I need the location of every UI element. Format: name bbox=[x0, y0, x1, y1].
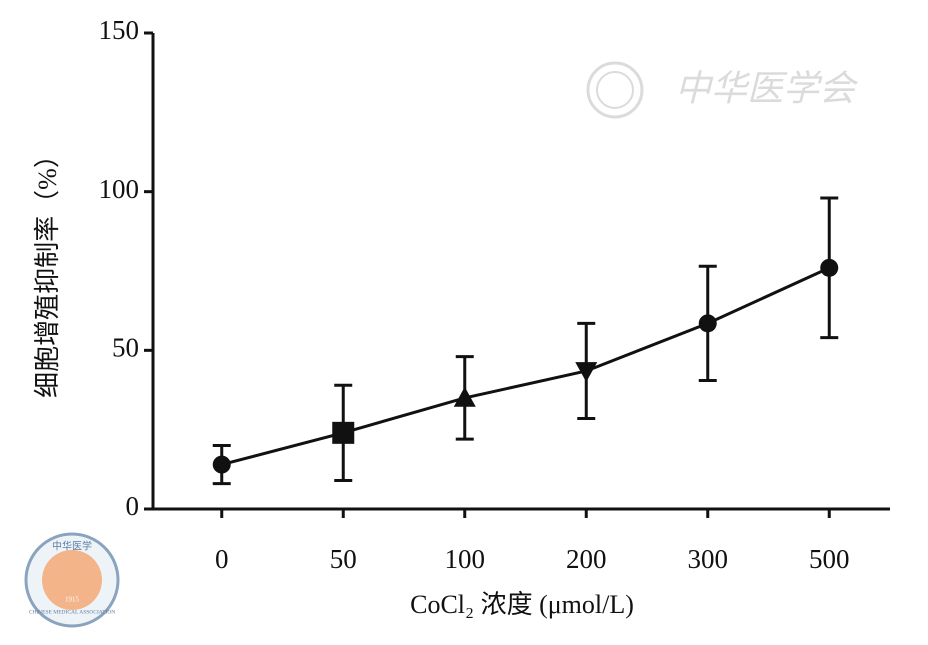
watermark-group: 中华医学会 bbox=[586, 61, 859, 119]
x-tick-label: 300 bbox=[688, 544, 729, 574]
x-tick-label: 200 bbox=[566, 544, 607, 574]
y-tick-label: 50 bbox=[112, 333, 139, 363]
logo-top: 中华医学 bbox=[52, 539, 92, 552]
marker bbox=[575, 362, 598, 382]
marker bbox=[212, 455, 231, 474]
marker bbox=[332, 421, 355, 444]
marker bbox=[698, 314, 717, 333]
watermark-seal bbox=[586, 61, 644, 119]
x-axis-label: CoCl₂ 浓度 (μmol/L) bbox=[410, 590, 634, 619]
logo-bottom: CHINESE MEDICAL ASSOCIATION bbox=[29, 609, 116, 615]
logo-map bbox=[42, 550, 102, 610]
y-tick-label: 150 bbox=[99, 15, 140, 45]
watermark-text: 中华医学会 bbox=[675, 68, 859, 108]
x-tick-label: 100 bbox=[445, 544, 486, 574]
data-line bbox=[221, 266, 830, 467]
y-tick-label: 0 bbox=[126, 491, 140, 521]
watermark-seal-inner bbox=[596, 71, 634, 109]
x-tick-label: 500 bbox=[809, 544, 850, 574]
marker bbox=[820, 258, 839, 277]
x-tick-label: 0 bbox=[215, 544, 229, 574]
x-tick-label: 50 bbox=[330, 544, 357, 574]
y-tick-label: 100 bbox=[99, 174, 140, 204]
logo-year: 1915 bbox=[65, 596, 80, 604]
y-axis-label: 细胞增殖抑制率（%） bbox=[33, 142, 62, 398]
logo: 中华医学 CHINESE MEDICAL ASSOCIATION 1915 bbox=[24, 532, 120, 628]
marker bbox=[453, 386, 476, 407]
